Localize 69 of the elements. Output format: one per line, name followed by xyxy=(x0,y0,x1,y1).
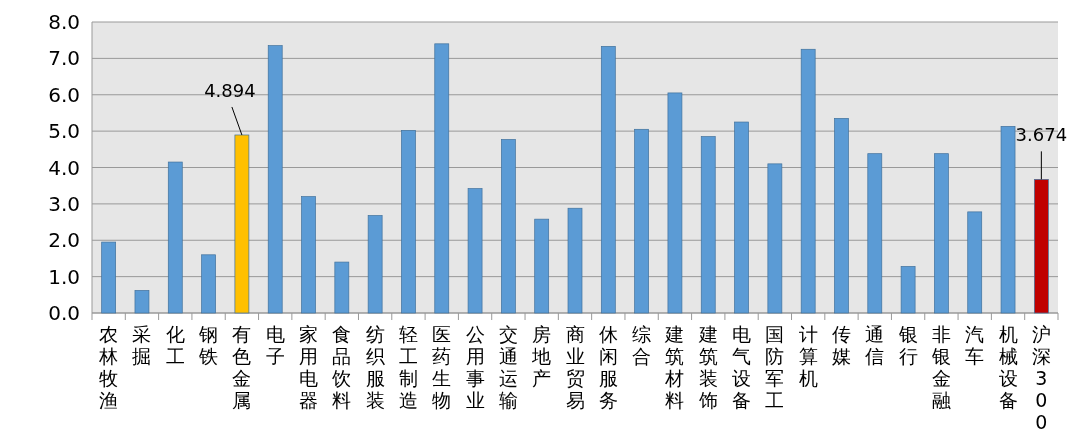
y-tick-label: 2.0 xyxy=(48,228,80,253)
bar xyxy=(267,45,283,314)
bar xyxy=(101,241,116,314)
bar xyxy=(201,254,216,314)
x-tick-label: 纺织服装 xyxy=(364,323,386,411)
bar xyxy=(167,161,183,314)
x-tick-label: 轻工制造 xyxy=(397,323,419,411)
y-tick-label: 4.0 xyxy=(48,155,80,180)
x-tick-label: 房地产 xyxy=(531,323,553,389)
y-tick-label: 1.0 xyxy=(48,264,80,289)
bar xyxy=(134,290,150,314)
bar xyxy=(667,92,683,314)
bar xyxy=(634,128,649,314)
x-tick-label: 食品饮料 xyxy=(331,323,353,411)
x-tick-label: 综合 xyxy=(631,323,653,367)
x-tick-label: 家用电器 xyxy=(298,323,319,411)
x-tick-label: 通信 xyxy=(864,323,886,367)
x-tick-label: 公用事业 xyxy=(464,323,486,411)
data-label: 4.894 xyxy=(204,79,256,101)
x-tick-label: 非银金融 xyxy=(930,323,952,411)
bar xyxy=(534,218,550,314)
x-tick-label: 银行 xyxy=(897,323,919,367)
bar xyxy=(767,163,783,314)
x-tick-label: 农林牧渔 xyxy=(98,323,120,411)
data-label: 3.674 xyxy=(1015,124,1068,146)
bar xyxy=(1000,126,1016,314)
bar xyxy=(501,139,516,314)
bar xyxy=(234,134,250,314)
bar xyxy=(834,118,849,314)
bar xyxy=(800,48,816,314)
bar xyxy=(967,211,983,314)
x-tick-label: 电气设备 xyxy=(731,323,753,411)
y-tick-label: 6.0 xyxy=(48,82,80,107)
bar xyxy=(334,261,350,314)
x-tick-label: 有色金属 xyxy=(231,323,253,411)
x-tick-label: 钢铁 xyxy=(198,323,220,367)
bar xyxy=(401,130,416,314)
bar xyxy=(467,188,483,314)
bar xyxy=(934,153,949,314)
x-tick-label: 建筑装饰 xyxy=(697,323,719,411)
bar xyxy=(867,153,883,314)
bar xyxy=(900,266,916,314)
x-tick-label: 电子 xyxy=(264,323,286,367)
x-tick-label: 交通运输 xyxy=(497,323,519,411)
bar xyxy=(434,43,450,314)
x-tick-label: 医药生物 xyxy=(431,323,453,411)
y-tick-label: 7.0 xyxy=(48,46,80,71)
x-tick-label: 建筑材料 xyxy=(664,323,686,411)
y-tick-label: 3.0 xyxy=(48,191,80,216)
x-tick-label: 化工 xyxy=(164,323,186,367)
bar xyxy=(367,215,383,314)
x-tick-label: 汽车 xyxy=(964,323,986,367)
bar xyxy=(1034,179,1049,314)
x-tick-label: 休闲服务 xyxy=(597,323,619,411)
x-tick-label: 采掘 xyxy=(131,323,153,367)
x-tick-label: 国防军工 xyxy=(764,323,786,411)
bar xyxy=(734,121,749,314)
x-tick-label: 计算机 xyxy=(797,323,819,389)
bar xyxy=(301,196,316,314)
bar xyxy=(700,136,716,314)
x-tick-label: 商业贸易 xyxy=(564,323,586,411)
x-tick-label: 沪深300 xyxy=(1030,323,1052,431)
y-tick-label: 0.0 xyxy=(48,301,80,325)
y-tick-label: 8.0 xyxy=(48,10,80,34)
bar xyxy=(600,46,616,314)
x-tick-label: 传媒 xyxy=(830,323,852,367)
x-tick-label: 机械设备 xyxy=(997,323,1019,411)
bar xyxy=(567,207,583,314)
y-tick-label: 5.0 xyxy=(48,119,80,144)
